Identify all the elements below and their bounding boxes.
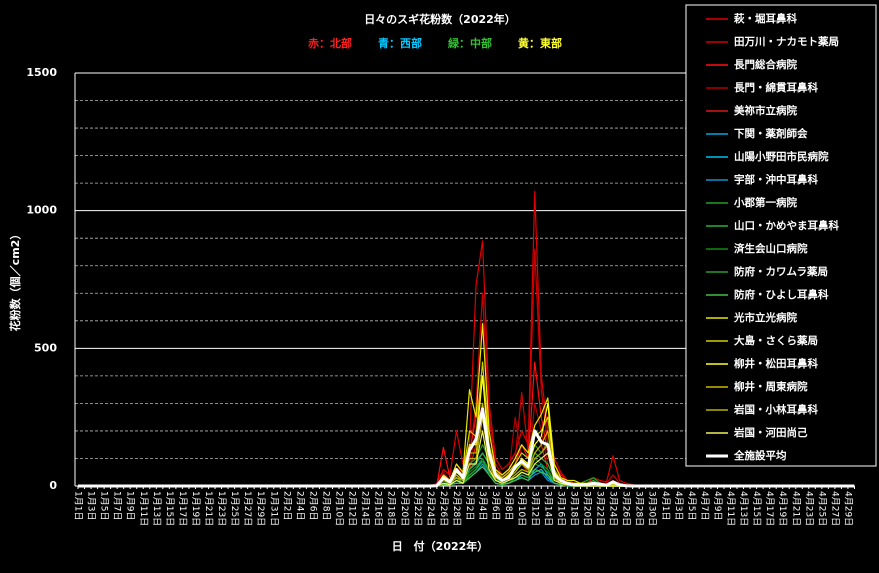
y-tick-label: 0 [49, 479, 57, 492]
x-tick-label: 1月5日 [99, 491, 110, 520]
x-tick-label: 3月30日 [647, 491, 658, 526]
region-label: 黄：東部 [518, 36, 562, 50]
x-tick-label: 3月26日 [621, 491, 632, 526]
x-tick-label: 3月10日 [516, 491, 527, 526]
x-tick-label: 3月2日 [464, 491, 475, 520]
x-tick-label: 1月3日 [86, 491, 97, 520]
legend-label: 柳井・周東病院 [734, 380, 808, 393]
legend-label: 大島・さくら薬局 [734, 334, 818, 347]
x-tick-label: 4月27日 [829, 491, 840, 526]
x-tick-label: 1月7日 [112, 491, 123, 520]
legend-label: 長門・綿貫耳鼻科 [734, 81, 818, 94]
x-tick-label: 2月18日 [386, 491, 397, 526]
x-tick-label: 4月5日 [686, 491, 697, 520]
x-tick-label: 3月16日 [555, 491, 566, 526]
x-tick-label: 2月20日 [399, 491, 410, 526]
legend-label: 小郡第一病院 [733, 196, 797, 209]
chart-title: 日々のスギ花粉数（2022年） [364, 12, 516, 26]
x-tick-label: 3月18日 [568, 491, 579, 526]
x-tick-label: 4月29日 [842, 491, 853, 526]
y-tick-label: 1500 [26, 66, 57, 79]
region-label: 緑：中部 [448, 36, 492, 50]
x-tick-label: 4月3日 [673, 491, 684, 520]
x-tick-label: 1月1日 [73, 491, 84, 520]
x-tick-label: 4月7日 [699, 491, 710, 520]
legend-label: 防府・カワムラ薬局 [734, 265, 828, 278]
legend-label: 柳井・松田耳鼻科 [734, 357, 818, 370]
legend-label: 防府・ひよし耳鼻科 [734, 288, 829, 301]
x-tick-label: 1月25日 [229, 491, 240, 526]
x-tick-label: 1月23日 [216, 491, 227, 526]
x-tick-label: 1月31日 [268, 491, 279, 526]
x-tick-label: 3月24日 [608, 491, 619, 526]
x-tick-label: 2月6日 [307, 491, 318, 520]
x-tick-label: 2月22日 [412, 491, 423, 526]
legend-label: 岩国・河田尚己 [733, 426, 808, 439]
legend-label: 山口・かめやま耳鼻科 [734, 219, 839, 232]
x-tick-label: 1月9日 [125, 491, 136, 520]
legend-label: 萩・堀耳鼻科 [733, 12, 797, 25]
x-tick-label: 4月1日 [660, 491, 671, 520]
x-axis-label: 日 付（2022年） [392, 539, 489, 553]
legend-label: 宇部・沖中耳鼻科 [734, 173, 818, 186]
x-tick-label: 4月11日 [725, 491, 736, 526]
x-tick-label: 1月19日 [190, 491, 201, 526]
legend-label: 長門総合病院 [734, 58, 797, 71]
x-tick-label: 2月10日 [334, 491, 345, 526]
y-tick-label: 1000 [26, 204, 57, 217]
x-tick-label: 3月4日 [477, 491, 488, 520]
legend-label: 田万川・ナカモト薬局 [734, 35, 839, 48]
x-tick-label: 3月14日 [542, 491, 553, 526]
legend-box [685, 4, 877, 467]
x-tick-label: 1月13日 [151, 491, 162, 526]
legend-label: 山陽小野田市民病院 [734, 150, 829, 163]
x-tick-label: 3月20日 [581, 491, 592, 526]
y-axis-label: 花粉数（個／cm2） [8, 229, 22, 332]
series-line [78, 407, 855, 488]
x-tick-label: 3月28日 [634, 491, 645, 526]
x-tick-label: 2月24日 [425, 491, 436, 526]
x-tick-label: 1月27日 [242, 491, 253, 526]
y-tick-label: 500 [34, 341, 57, 354]
region-label: 青：西部 [378, 36, 422, 50]
x-tick-label: 3月12日 [529, 491, 540, 526]
x-tick-label: 4月9日 [712, 491, 723, 520]
x-tick-label: 2月8日 [320, 491, 331, 520]
legend-label: 済生会山口病院 [734, 242, 808, 255]
legend-label: 下関・薬剤師会 [734, 127, 808, 140]
x-tick-label: 4月23日 [803, 491, 814, 526]
x-tick-label: 4月19日 [777, 491, 788, 526]
x-tick-label: 3月8日 [503, 491, 514, 520]
legend-label: 光市立光病院 [733, 311, 797, 324]
x-tick-label: 1月11日 [138, 491, 149, 526]
x-tick-label: 1月15日 [164, 491, 175, 526]
x-tick-label: 2月16日 [373, 491, 384, 526]
x-tick-label: 2月14日 [360, 491, 371, 526]
x-tick-label: 2月4日 [294, 491, 305, 520]
legend-label: 岩国・小林耳鼻科 [733, 403, 818, 416]
x-tick-label: 4月21日 [790, 491, 801, 526]
x-tick-label: 3月6日 [490, 491, 501, 520]
legend-label: 全施設平均 [733, 449, 787, 462]
x-tick-label: 4月13日 [738, 491, 749, 526]
x-tick-label: 2月26日 [438, 491, 449, 526]
x-tick-label: 2月12日 [347, 491, 358, 526]
legend-label: 美祢市立病院 [734, 104, 797, 117]
x-tick-label: 1月17日 [177, 491, 188, 526]
x-tick-label: 4月17日 [764, 491, 775, 526]
x-tick-label: 2月2日 [281, 491, 292, 520]
x-tick-label: 2月28日 [451, 491, 462, 526]
region-label: 赤：北部 [308, 36, 352, 50]
x-tick-label: 3月22日 [595, 491, 606, 526]
x-tick-label: 4月15日 [751, 491, 762, 526]
x-tick-label: 1月21日 [203, 491, 214, 526]
x-tick-label: 4月25日 [816, 491, 827, 526]
x-tick-label: 1月29日 [255, 491, 266, 526]
